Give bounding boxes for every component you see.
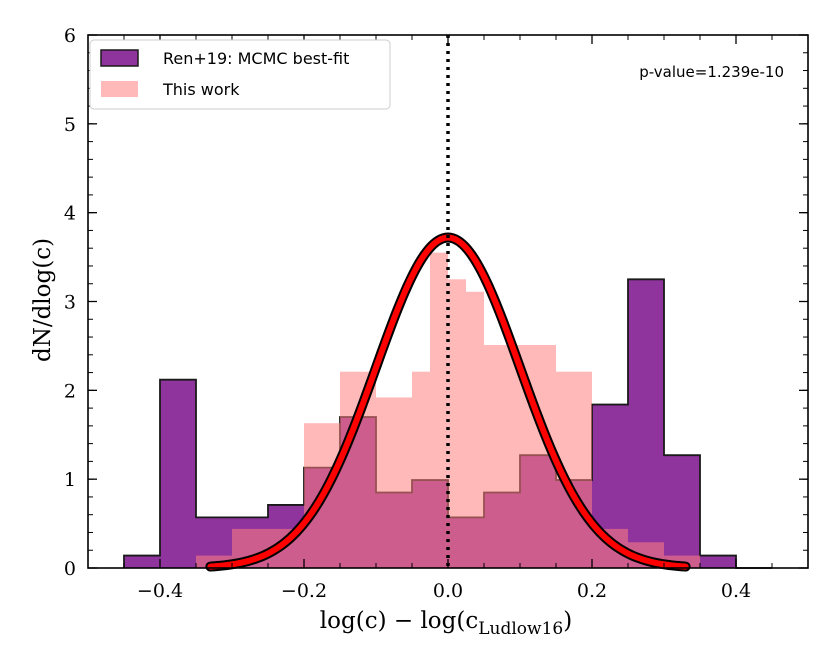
histogram-bar [160,379,196,568]
axis-labels: log(c) − log(cLudlow16) dN/dlog(c) [30,238,572,639]
legend-box [89,39,391,110]
histogram-bar [430,252,448,568]
y-tick-label: 5 [64,114,76,136]
histogram-bar [448,279,466,568]
histogram-bar [412,371,430,568]
x-tick-label: 0.0 [433,580,463,602]
y-tick-label: 4 [64,203,76,225]
plot-frame [87,34,809,569]
y-tick-label: 6 [64,25,76,47]
y-tick-label: 3 [64,292,76,314]
legend-label-ren19: Ren+19: MCMC best-fit [163,49,349,68]
legend-label-this-work: This work [162,80,240,99]
histogram-bar [124,555,160,568]
x-tick-label: 0.2 [577,580,607,602]
legend-swatch-ren19 [100,49,139,67]
x-tick-label: −0.4 [137,580,183,602]
x-tick-label: 0.4 [721,580,751,602]
y-tick-label: 1 [64,469,76,491]
series-this-work [196,252,700,568]
histogram-bar [484,345,520,568]
histogram-bar [376,397,412,568]
histogram-bar [466,291,484,568]
histogram-bar [628,279,664,568]
legend: Ren+19: MCMC best-fit This work [89,39,391,110]
legend-swatch-this-work [101,81,138,97]
x-tick-label: −0.2 [281,580,327,602]
y-tick-label: 2 [64,380,76,402]
histogram-bar [700,555,736,568]
p-value-annotation: p-value=1.239e-10 [639,63,784,81]
histogram-bar [664,455,700,568]
y-tick-label: 0 [64,558,76,580]
axes-frame [87,34,809,569]
histogram-bar [340,371,376,568]
x-axis-title: log(c) − log(cLudlow16) [320,608,572,639]
y-axis-title: dN/dlog(c) [30,238,56,362]
